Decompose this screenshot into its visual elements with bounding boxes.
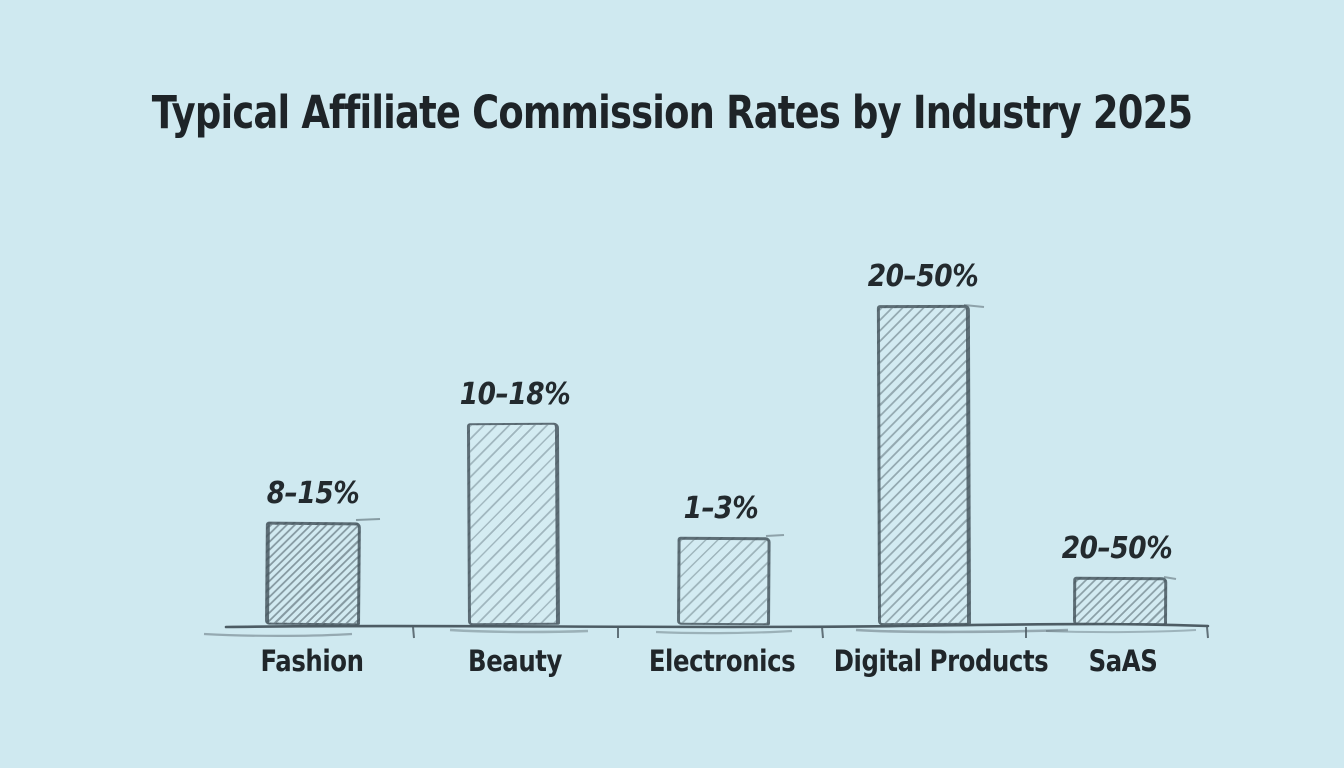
bar-digital-products bbox=[876, 304, 971, 626]
sketch-overshoot bbox=[765, 534, 785, 537]
bar-beauty bbox=[466, 422, 560, 626]
sketch-overshoot bbox=[963, 304, 985, 308]
category-label-beauty: Beauty bbox=[468, 644, 562, 678]
sketch-overshoot bbox=[1163, 576, 1177, 580]
x-axis-tick bbox=[821, 626, 824, 639]
x-axis-tick bbox=[412, 626, 415, 639]
sketch-smudge bbox=[855, 628, 1069, 634]
sketch-smudge bbox=[449, 628, 589, 634]
sketch-smudge bbox=[655, 629, 793, 635]
value-label-fashion: 8–15% bbox=[266, 476, 360, 511]
sketch-smudge bbox=[203, 632, 353, 637]
bar-saas bbox=[1073, 576, 1168, 626]
x-axis-tick bbox=[1206, 626, 1209, 639]
value-label-beauty: 10–18% bbox=[459, 377, 571, 412]
value-label-digital-products: 20–50% bbox=[867, 259, 979, 294]
bar-fashion bbox=[265, 521, 361, 626]
category-label-electronics: Electronics bbox=[648, 644, 796, 678]
value-label-electronics: 1–3% bbox=[683, 491, 759, 526]
category-label-digital-products: Digital Products bbox=[833, 644, 1049, 678]
category-label-saas: SaAS bbox=[1088, 644, 1158, 678]
value-label-saas: 20–50% bbox=[1061, 531, 1173, 566]
sketch-smudge bbox=[1045, 629, 1197, 634]
category-label-fashion: Fashion bbox=[260, 644, 364, 678]
chart-title: Typical Affiliate Commission Rates by In… bbox=[151, 86, 1193, 139]
sketch-overshoot bbox=[355, 518, 381, 521]
bar-electronics bbox=[677, 536, 771, 626]
